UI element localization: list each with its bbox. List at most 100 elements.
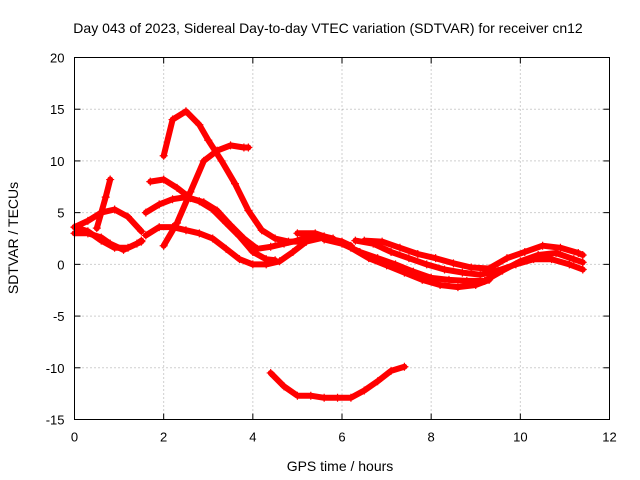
data-point-marker [360, 236, 369, 245]
data-point-marker [235, 232, 244, 241]
data-point-marker [395, 243, 404, 252]
data-point-marker [213, 146, 222, 155]
data-point-marker [569, 255, 578, 264]
data-series-arc-14 [266, 362, 409, 402]
x-tick-label: 2 [160, 430, 167, 445]
data-point-marker [578, 258, 587, 267]
y-axis-label: SDTVAR / TECUs [5, 182, 21, 294]
data-series-arc-2 [92, 175, 115, 233]
data-point-marker [355, 247, 364, 256]
data-point-marker [436, 281, 445, 290]
data-point-marker [449, 259, 458, 268]
data-point-marker [440, 265, 449, 274]
data-point-marker [574, 248, 583, 257]
data-point-marker [360, 386, 369, 395]
data-point-marker [186, 187, 195, 196]
data-point-marker [92, 224, 101, 233]
data-point-marker [373, 377, 382, 386]
data-point-marker [106, 175, 115, 184]
data-point-marker [578, 265, 587, 274]
data-point-marker [124, 212, 132, 221]
data-point-marker [387, 366, 396, 375]
data-point-marker [502, 254, 511, 263]
data-point-marker [552, 248, 560, 257]
x-axis-label: GPS time / hours [287, 458, 394, 474]
data-point-marker [235, 255, 244, 264]
data-point-marker [467, 263, 476, 272]
data-point-marker [231, 179, 239, 188]
data-point-marker [181, 226, 190, 235]
data-point-marker [204, 136, 213, 145]
data-point-marker [413, 250, 422, 259]
data-point-marker [248, 260, 257, 269]
y-tick-label: -5 [53, 309, 65, 324]
data-point-marker [556, 243, 565, 252]
data-point-marker [208, 234, 217, 243]
data-point-marker [262, 260, 271, 269]
data-point-marker [257, 226, 266, 235]
tick-layer: 0 2 4 6 8 10 12 -15 -10 -5 0 5 10 15 20 [46, 51, 617, 445]
data-point-marker [195, 197, 204, 206]
data-point-marker [199, 156, 208, 165]
y-tick-label: 15 [50, 102, 64, 117]
y-tick-label: 20 [50, 51, 64, 66]
data-series-arc-11 [320, 235, 587, 285]
data-point-marker [480, 276, 489, 285]
data-point-marker [110, 243, 119, 252]
data-point-marker [578, 251, 587, 260]
data-point-marker [565, 260, 574, 269]
series-track [71, 224, 145, 251]
data-point-marker [159, 151, 168, 160]
data-point-marker [422, 260, 431, 269]
data-point-marker [208, 205, 217, 214]
data-point-marker [159, 175, 168, 184]
data-point-marker [511, 260, 520, 269]
data-point-marker [222, 244, 231, 253]
data-point-marker [387, 247, 396, 256]
data-point-marker [181, 107, 190, 116]
data-point-marker [485, 264, 494, 273]
data-point-marker [351, 236, 360, 245]
data-point-marker [266, 242, 275, 251]
data-point-marker [529, 255, 538, 264]
data-point-marker [311, 229, 320, 238]
series-track [71, 206, 145, 235]
data-point-marker [373, 254, 382, 263]
data-point-marker [520, 247, 529, 256]
x-tick-label: 4 [249, 430, 256, 445]
data-point-marker [101, 193, 110, 202]
data-point-marker [173, 218, 182, 227]
data-point-marker [378, 237, 387, 246]
data-point-marker [302, 237, 311, 246]
data-point-marker [431, 254, 440, 263]
data-point-marker [248, 247, 257, 256]
data-point-marker [275, 257, 284, 266]
data-point-marker [409, 267, 418, 276]
data-series-arc-13 [360, 236, 587, 273]
data-point-marker [97, 236, 106, 245]
data-point-marker [217, 156, 226, 165]
series-track [267, 363, 408, 401]
x-tick-label: 8 [428, 430, 435, 445]
data-point-marker [338, 239, 346, 248]
data-series-arc-12 [351, 236, 587, 279]
data-point-marker [391, 260, 400, 269]
data-point-marker [124, 243, 132, 252]
y-tick-label: 0 [57, 257, 64, 272]
y-tick-label: -10 [46, 361, 65, 376]
data-point-marker [168, 115, 177, 124]
data-point-marker [155, 223, 164, 232]
data-point-marker [266, 368, 275, 377]
x-tick-label: 6 [338, 430, 345, 445]
data-point-marker [271, 234, 280, 243]
series-track [93, 176, 114, 232]
data-point-marker [83, 227, 92, 236]
data-point-marker [195, 120, 204, 129]
y-tick-label: 5 [57, 206, 64, 221]
data-point-marker [476, 270, 485, 279]
data-point-marker [173, 183, 182, 192]
data-point-marker [226, 141, 235, 150]
data-point-marker [137, 237, 146, 246]
x-tick-label: 0 [71, 430, 78, 445]
data-point-marker [547, 255, 556, 264]
